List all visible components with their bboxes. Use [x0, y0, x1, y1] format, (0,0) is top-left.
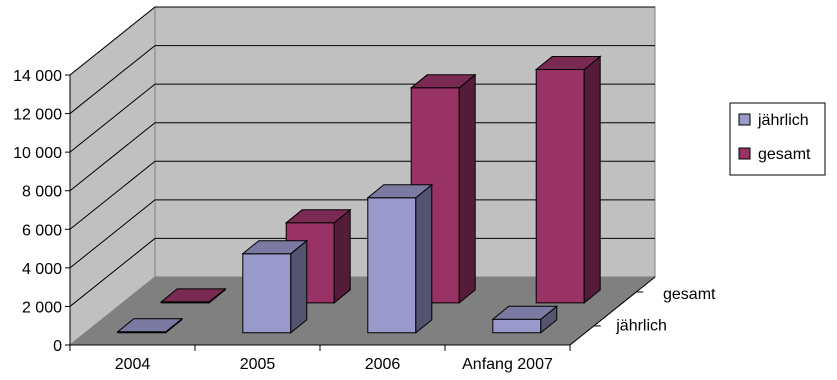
bar-gesamt: [159, 287, 227, 304]
axis-labels: 0 2 000 4 000 6 000 8 000 10 000 12 000 14 000 2…: [13, 68, 716, 373]
y-tick-label: 2 000: [22, 299, 62, 316]
bar-top-face: [534, 55, 602, 70]
category-label: Anfang 2007: [462, 356, 553, 373]
depth-axis: [569, 276, 656, 346]
bar-side-face: [333, 208, 351, 304]
gridline: [69, 237, 655, 307]
y-tick-label: 4 000: [22, 261, 62, 278]
bar-front-face: [367, 197, 417, 334]
gridline: [69, 160, 655, 230]
bar-top-face: [116, 318, 184, 333]
depth-label: gesamt: [663, 286, 716, 303]
category-label: 2006: [365, 356, 401, 373]
bar-gesamt: [534, 55, 602, 304]
chart-walls: [68, 5, 657, 347]
bar-top-face: [366, 184, 434, 199]
gridline: [69, 45, 655, 114]
y-tick-label: 12 000: [13, 107, 62, 124]
bar-side-face: [290, 239, 308, 334]
axes: [65, 74, 656, 351]
gridline: [69, 83, 655, 153]
gridlines: [69, 6, 655, 307]
legend-label: jährlich: [757, 112, 809, 129]
y-tick-label: 8 000: [22, 184, 62, 201]
y-tick-label: 6 000: [22, 222, 62, 239]
bar-front-face: [535, 68, 585, 304]
bar-side-face: [458, 73, 476, 304]
bar-front-face: [492, 318, 542, 334]
depth-label: jährlich: [615, 317, 667, 334]
bars: [116, 55, 602, 334]
bar-side-face: [415, 183, 433, 334]
bar-front-face: [242, 253, 292, 334]
legend-swatch: [738, 113, 751, 126]
legend-label: gesamt: [758, 146, 811, 163]
legend: jährlich gesamt: [729, 102, 826, 176]
bar-top-face: [409, 74, 477, 89]
bar-top-face: [491, 305, 559, 320]
category-label: 2005: [240, 356, 276, 373]
bar-jaehrlich: [241, 239, 309, 334]
legend-swatch: [738, 147, 751, 160]
bar-jaehrlich: [116, 317, 184, 334]
bar-top-face: [241, 240, 309, 255]
category-label: 2004: [115, 356, 151, 373]
y-tick-label: 0: [53, 338, 62, 355]
gridline: [69, 199, 655, 269]
bar-jaehrlich: [366, 183, 434, 334]
y-tick-label: 14 000: [13, 68, 62, 85]
bar-jaehrlich: [491, 305, 559, 334]
gridline: [69, 6, 655, 76]
bar-top-face: [159, 288, 227, 303]
gridline: [69, 122, 655, 192]
y-tick-label: 10 000: [13, 145, 62, 162]
bar-top-face: [284, 209, 352, 224]
bar-side-face: [583, 55, 601, 304]
